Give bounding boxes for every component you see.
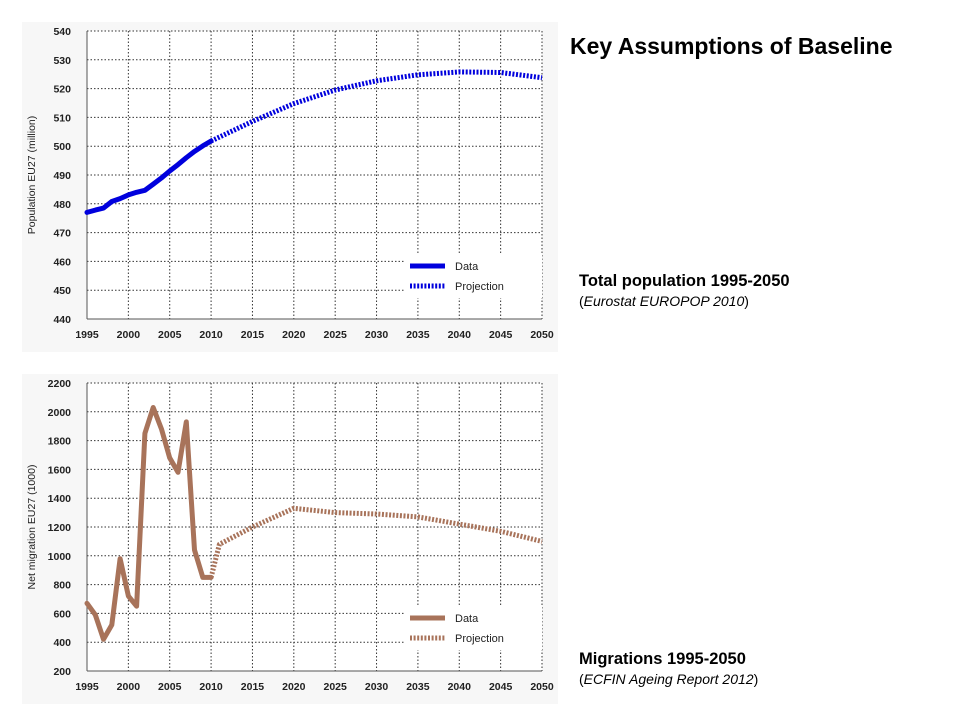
population-legend-label-data: Data — [455, 261, 479, 273]
population-y-tick-500: 500 — [53, 141, 71, 153]
population-x-tick-2025: 2025 — [324, 329, 348, 341]
migration-legend — [405, 606, 542, 650]
population-x-tick-2050: 2050 — [530, 329, 554, 341]
population-y-tick-510: 510 — [53, 112, 71, 124]
migration-caption-source: (ECFIN Ageing Report 2012) — [579, 671, 758, 687]
migration-chart: 1995 2000 2005 2010 2015 2020 2025 2030 2035 2040… — [22, 374, 558, 704]
population-caption: Total population 1995-2050 (Eurostat EUR… — [579, 272, 790, 309]
migration-y-tick-1400: 1400 — [48, 493, 72, 505]
population-y-tick-470: 470 — [53, 228, 71, 240]
migration-y-tick-400: 400 — [53, 637, 71, 649]
migration-x-tick-2030: 2030 — [365, 681, 389, 693]
migration-y-tick-2000: 2000 — [48, 407, 72, 419]
migration-x-tick-1995: 1995 — [75, 681, 99, 693]
population-legend-label-projection: Projection — [455, 281, 504, 293]
migration-source-open: ( — [579, 671, 584, 687]
slide-title: Key Assumptions of Baseline — [570, 33, 893, 59]
population-y-tick-530: 530 — [53, 55, 71, 67]
migration-legend-label-projection: Projection — [455, 633, 504, 645]
migration-x-tick-2000: 2000 — [117, 681, 141, 693]
migration-y-tick-200: 200 — [53, 666, 71, 678]
population-x-tick-2000: 2000 — [117, 329, 141, 341]
population-x-tick-2045: 2045 — [489, 329, 513, 341]
population-caption-title: Total population 1995-2050 — [579, 272, 790, 290]
population-chart: 1995 2000 2005 2010 2015 2020 2025 2030 2035 2040… — [22, 22, 558, 352]
population-y-tick-520: 520 — [53, 84, 71, 96]
migration-chart-svg: 1995 2000 2005 2010 2015 2020 2025 2030 2035 2040… — [26, 378, 554, 693]
population-legend — [405, 254, 542, 298]
population-x-tick-2020: 2020 — [282, 329, 306, 341]
migration-y-tick-800: 800 — [53, 580, 71, 592]
population-source-name: Eurostat EUROPOP 2010 — [583, 293, 745, 309]
migration-y-tick-600: 600 — [53, 608, 71, 620]
population-x-tick-1995: 1995 — [75, 329, 99, 341]
migration-x-tick-2010: 2010 — [199, 681, 223, 693]
migration-series-projection — [208, 505, 543, 579]
population-y-tick-540: 540 — [53, 26, 71, 38]
migration-y-tick-1200: 1200 — [48, 522, 72, 534]
population-source-close: ) — [744, 293, 749, 309]
migration-caption: Migrations 1995-2050 (ECFIN Ageing Repor… — [579, 650, 758, 687]
migration-source-name: ECFIN Ageing Report 2012 — [583, 671, 754, 687]
population-series-projection — [210, 69, 543, 144]
population-source-open: ( — [579, 293, 584, 309]
population-y-tick-490: 490 — [53, 170, 71, 182]
migration-x-tick-2020: 2020 — [282, 681, 306, 693]
migration-x-tick-2045: 2045 — [489, 681, 513, 693]
population-x-tick-2015: 2015 — [241, 329, 265, 341]
migration-y-tick-1600: 1600 — [48, 464, 72, 476]
migration-x-tick-2050: 2050 — [530, 681, 554, 693]
population-x-tick-2035: 2035 — [406, 329, 430, 341]
migration-x-tick-2005: 2005 — [158, 681, 182, 693]
migration-legend-label-data: Data — [455, 613, 479, 625]
population-x-tick-2030: 2030 — [365, 329, 389, 341]
migration-y-tick-1000: 1000 — [48, 551, 72, 563]
population-x-tick-2005: 2005 — [158, 329, 182, 341]
migration-x-tick-2015: 2015 — [241, 681, 265, 693]
population-caption-source: (Eurostat EUROPOP 2010) — [579, 293, 790, 309]
population-y-tick-480: 480 — [53, 199, 71, 211]
population-chart-svg: 1995 2000 2005 2010 2015 2020 2025 2030 2035 2040… — [26, 26, 554, 341]
migration-series-data — [84, 405, 214, 642]
migration-y-label: Net migration EU27 (1000) — [26, 465, 38, 590]
migration-x-tick-2025: 2025 — [324, 681, 348, 693]
migration-x-tick-2035: 2035 — [406, 681, 430, 693]
population-y-tick-440: 440 — [53, 314, 71, 326]
population-x-tick-2010: 2010 — [199, 329, 223, 341]
migration-caption-title: Migrations 1995-2050 — [579, 650, 746, 668]
population-y-label: Population EU27 (million) — [26, 116, 38, 234]
population-y-tick-460: 460 — [53, 256, 71, 268]
migration-source-close: ) — [753, 671, 759, 687]
migration-y-tick-1800: 1800 — [48, 436, 72, 448]
migration-y-tick-2200: 2200 — [48, 378, 72, 390]
population-series-data — [84, 138, 214, 215]
population-y-tick-450: 450 — [53, 285, 71, 297]
population-x-tick-2040: 2040 — [448, 329, 472, 341]
migration-x-tick-2040: 2040 — [448, 681, 472, 693]
